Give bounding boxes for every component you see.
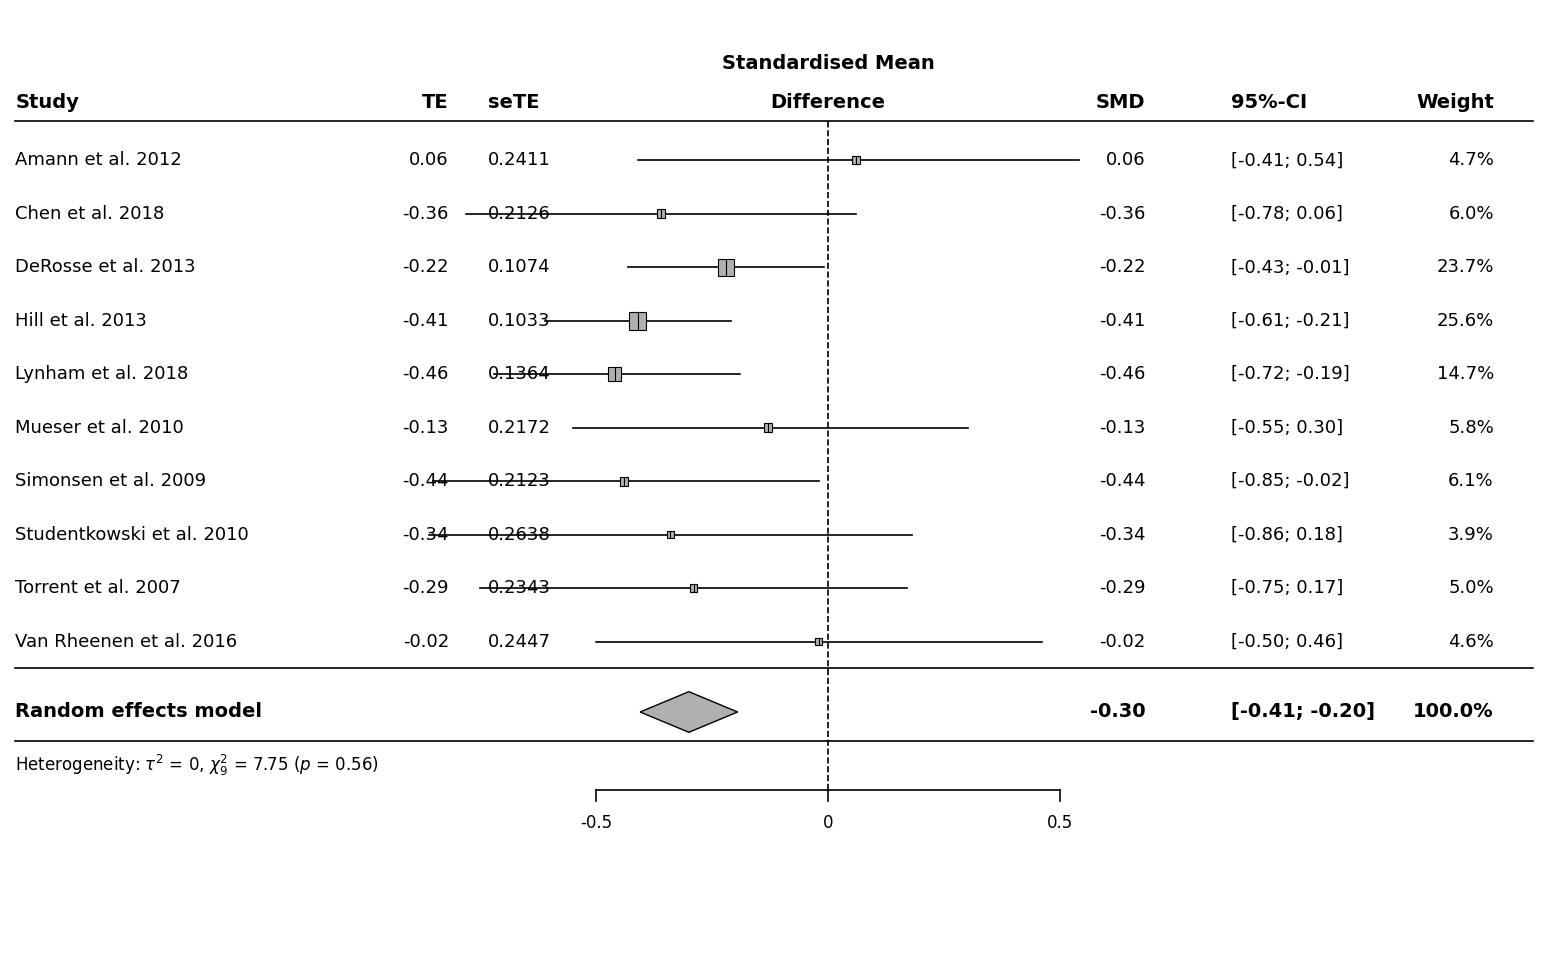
Text: Standardised Mean: Standardised Mean [721,53,935,73]
Text: 95%-CI: 95%-CI [1231,92,1307,112]
Text: TE: TE [423,92,449,112]
Text: -0.41: -0.41 [1099,312,1146,330]
Text: 3.9%: 3.9% [1447,526,1494,543]
Text: 25.6%: 25.6% [1437,312,1494,330]
Bar [667,531,673,538]
Text: -0.22: -0.22 [1099,259,1146,276]
Bar [619,476,628,486]
Polygon shape [641,692,738,732]
Text: -0.34: -0.34 [402,526,449,543]
Bar [630,312,646,330]
Text: 100.0%: 100.0% [1413,703,1494,721]
Text: Lynham et al. 2018: Lynham et al. 2018 [15,365,189,383]
Text: 5.0%: 5.0% [1449,579,1494,597]
Text: [-0.43; -0.01]: [-0.43; -0.01] [1231,259,1350,276]
Text: [-0.72; -0.19]: [-0.72; -0.19] [1231,365,1350,383]
Text: 0.06: 0.06 [409,152,449,169]
Bar [608,367,621,381]
Text: Amann et al. 2012: Amann et al. 2012 [15,152,183,169]
Text: 0.2447: 0.2447 [488,633,551,650]
Text: -0.29: -0.29 [402,579,449,597]
Text: -0.46: -0.46 [1099,365,1146,383]
Text: DeRosse et al. 2013: DeRosse et al. 2013 [15,259,197,276]
Text: -0.02: -0.02 [402,633,449,650]
Text: -0.02: -0.02 [1099,633,1146,650]
Text: 0.2411: 0.2411 [488,152,551,169]
Text: 0: 0 [824,814,833,832]
Text: 4.6%: 4.6% [1447,633,1494,650]
Text: 0.2172: 0.2172 [488,419,551,436]
Text: -0.22: -0.22 [402,259,449,276]
Text: [-0.50; 0.46]: [-0.50; 0.46] [1231,633,1342,650]
Bar [656,209,666,219]
Text: Hill et al. 2013: Hill et al. 2013 [15,312,147,330]
Text: Weight: Weight [1416,92,1494,112]
Text: seTE: seTE [488,92,539,112]
Text: 0.06: 0.06 [1105,152,1146,169]
Text: 0.2123: 0.2123 [488,472,551,490]
Bar [853,156,859,164]
Text: [-0.61; -0.21]: [-0.61; -0.21] [1231,312,1350,330]
Text: Studentkowski et al. 2010: Studentkowski et al. 2010 [15,526,249,543]
Text: Simonsen et al. 2009: Simonsen et al. 2009 [15,472,206,490]
Text: 0.1364: 0.1364 [488,365,551,383]
Text: -0.29: -0.29 [1099,579,1146,597]
Text: 0.2343: 0.2343 [488,579,551,597]
Text: 23.7%: 23.7% [1437,259,1494,276]
Text: -0.36: -0.36 [402,205,449,223]
Text: -0.5: -0.5 [580,814,611,832]
Text: Chen et al. 2018: Chen et al. 2018 [15,205,164,223]
Text: -0.34: -0.34 [1099,526,1146,543]
Text: -0.13: -0.13 [1099,419,1146,436]
Text: SMD: SMD [1096,92,1146,112]
Text: 0.5: 0.5 [1048,814,1073,832]
Text: -0.44: -0.44 [1099,472,1146,490]
Bar [763,424,772,432]
Bar [816,638,822,645]
Text: Difference: Difference [771,92,885,112]
Text: -0.13: -0.13 [402,419,449,436]
Text: -0.30: -0.30 [1090,703,1146,721]
Bar [718,259,734,276]
Text: -0.41: -0.41 [402,312,449,330]
Text: -0.44: -0.44 [402,472,449,490]
Text: 5.8%: 5.8% [1447,419,1494,436]
Text: [-0.78; 0.06]: [-0.78; 0.06] [1231,205,1342,223]
Text: [-0.85; -0.02]: [-0.85; -0.02] [1231,472,1350,490]
Text: 0.1033: 0.1033 [488,312,550,330]
Text: 4.7%: 4.7% [1447,152,1494,169]
Text: [-0.41; 0.54]: [-0.41; 0.54] [1231,152,1344,169]
Text: Van Rheenen et al. 2016: Van Rheenen et al. 2016 [15,633,237,650]
Text: Mueser et al. 2010: Mueser et al. 2010 [15,419,184,436]
Text: [-0.86; 0.18]: [-0.86; 0.18] [1231,526,1342,543]
Text: 6.0%: 6.0% [1449,205,1494,223]
Text: 0.2126: 0.2126 [488,205,551,223]
Text: [-0.41; -0.20]: [-0.41; -0.20] [1231,703,1375,721]
Text: Random effects model: Random effects model [15,703,263,721]
Text: -0.46: -0.46 [402,365,449,383]
Text: Study: Study [15,92,79,112]
Text: 6.1%: 6.1% [1449,472,1494,490]
Text: 0.2638: 0.2638 [488,526,551,543]
Text: [-0.55; 0.30]: [-0.55; 0.30] [1231,419,1342,436]
Text: Heterogeneity: $\tau^2$ = 0, $\chi^2_9$ = 7.75 ($p$ = 0.56): Heterogeneity: $\tau^2$ = 0, $\chi^2_9$ … [15,753,379,778]
Text: Torrent et al. 2007: Torrent et al. 2007 [15,579,181,597]
Text: 0.1074: 0.1074 [488,259,550,276]
Text: -0.36: -0.36 [1099,205,1146,223]
Bar [690,584,697,592]
Text: [-0.75; 0.17]: [-0.75; 0.17] [1231,579,1344,597]
Text: 14.7%: 14.7% [1437,365,1494,383]
